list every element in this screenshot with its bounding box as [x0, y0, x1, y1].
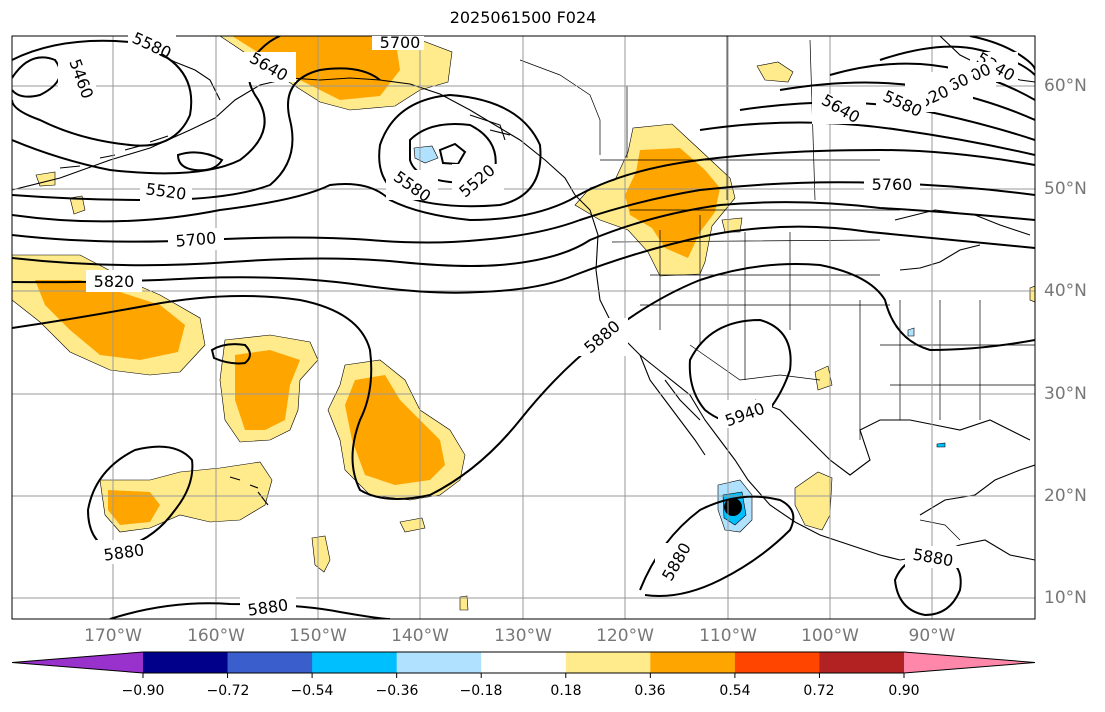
colorbar-segment	[650, 652, 736, 673]
colorbar-tick-label: −0.36	[375, 683, 419, 699]
colorbar-tick-label: −0.90	[121, 683, 165, 699]
latitude-label: 20°N	[1044, 486, 1087, 506]
longitude-label: 150°W	[289, 626, 347, 646]
colorbar-segment	[227, 652, 313, 673]
longitude-label: 120°W	[596, 626, 654, 646]
map-frame	[11, 35, 1036, 620]
colorbar	[11, 651, 1036, 678]
longitude-label: 100°W	[801, 626, 859, 646]
colorbar-segment	[819, 652, 905, 673]
colorbar-tick-label: 0.54	[719, 683, 751, 699]
colorbar-tick-label: 0.36	[634, 683, 666, 699]
longitude-label: 130°W	[494, 626, 552, 646]
map-title: 2025061500 F024	[449, 8, 597, 27]
longitude-label: 140°W	[391, 626, 449, 646]
contour-label: 5760	[872, 175, 913, 194]
longitude-label: 90°W	[908, 626, 956, 646]
longitude-label: 110°W	[699, 626, 757, 646]
colorbar-tick-label: −0.54	[290, 683, 334, 699]
colorbar-tick-label: 0.90	[888, 683, 920, 699]
latitude-label: 30°N	[1044, 384, 1087, 404]
colorbar-segment	[396, 652, 482, 673]
coastlines	[12, 36, 1035, 561]
longitude-label: 170°W	[84, 626, 142, 646]
colorbar-segment	[143, 652, 229, 673]
longitude-label: 160°W	[187, 626, 245, 646]
colorbar-segment	[565, 652, 651, 673]
latitude-label: 10°N	[1044, 588, 1087, 608]
colorbar-extend-max	[904, 652, 1035, 673]
latitude-label: 50°N	[1044, 179, 1087, 199]
colorbar-segment	[312, 652, 398, 673]
colorbar-tick-label: −0.18	[459, 683, 503, 699]
latitude-label: 40°N	[1044, 281, 1087, 301]
colorbar-tick-label: 0.18	[550, 683, 582, 699]
colorbar-tick-label: 0.72	[803, 683, 835, 699]
colorbar-segment	[734, 652, 820, 673]
contour-label: 5820	[94, 272, 135, 291]
contour-label: 5700	[380, 33, 421, 52]
contour-labels: 5580 5460 5700 5640 5520 5580 5520 5340 …	[58, 28, 1018, 620]
colorbar-extend-min	[12, 652, 143, 673]
colorbar-tick-label: −0.72	[206, 683, 250, 699]
latitude-label: 60°N	[1044, 76, 1087, 96]
contour-label: 5700	[175, 228, 217, 250]
colorbar-segment	[481, 652, 567, 673]
